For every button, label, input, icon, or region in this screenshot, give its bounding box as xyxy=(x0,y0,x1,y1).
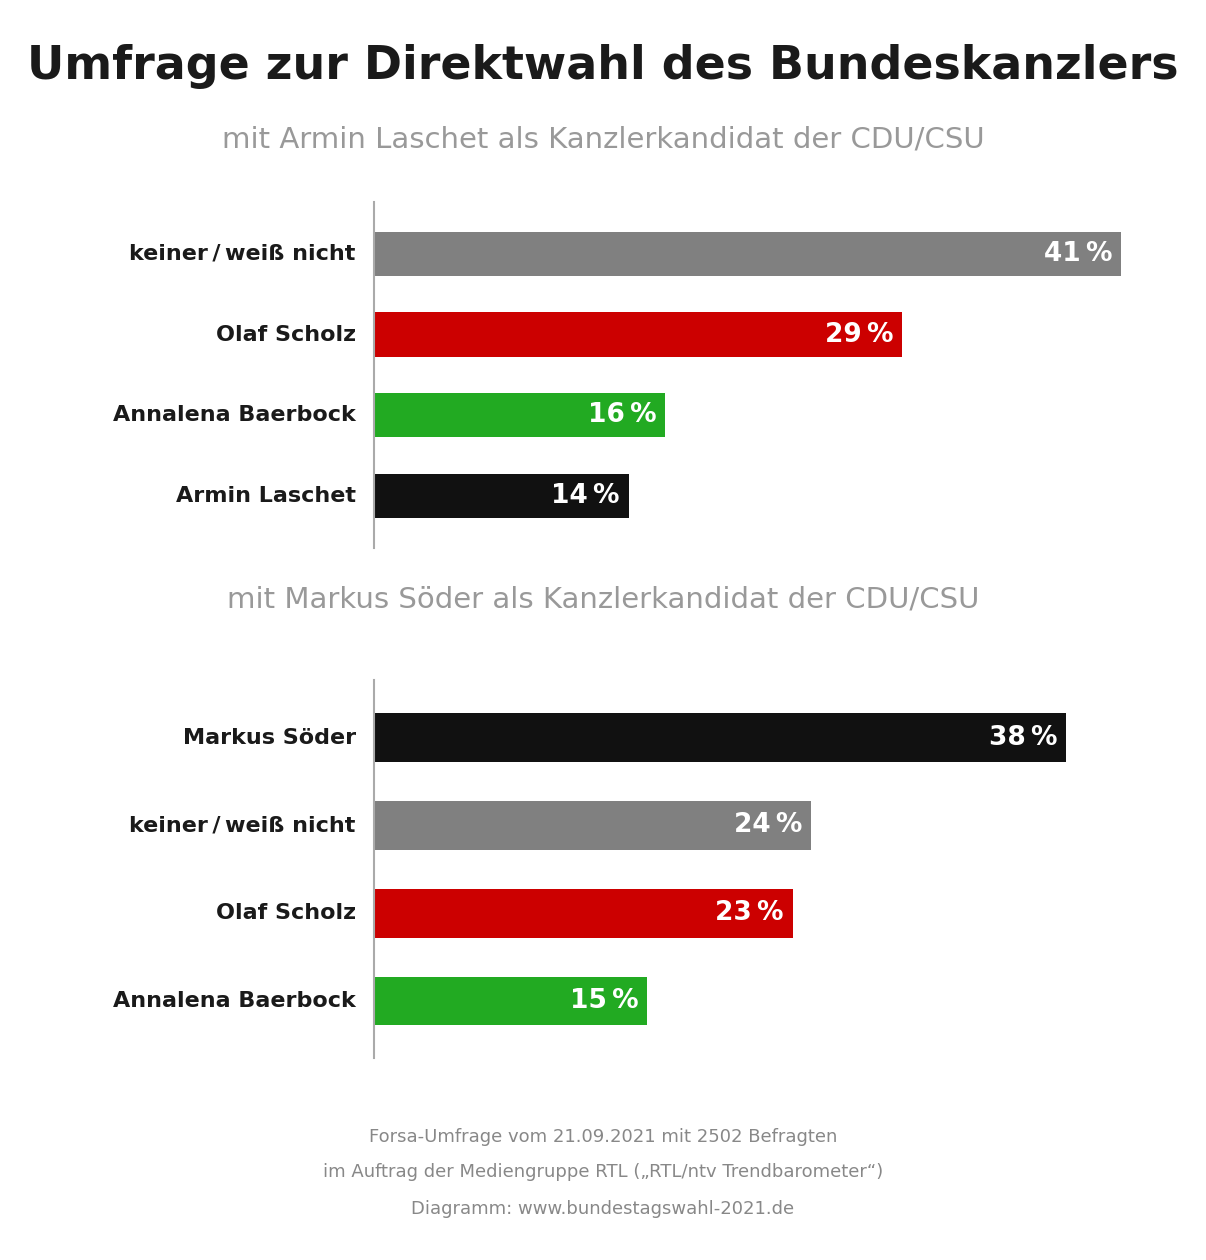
Text: im Auftrag der Mediengruppe RTL („RTL/ntv Trendbarometer“): im Auftrag der Mediengruppe RTL („RTL/nt… xyxy=(323,1163,883,1181)
Text: 14 %: 14 % xyxy=(551,483,620,509)
Bar xyxy=(374,312,902,357)
Text: 23 %: 23 % xyxy=(715,901,784,926)
Text: Armin Laschet: Armin Laschet xyxy=(176,485,356,505)
Text: Annalena Baerbock: Annalena Baerbock xyxy=(113,992,356,1012)
Text: Annalena Baerbock: Annalena Baerbock xyxy=(113,406,356,425)
Text: mit Armin Laschet als Kanzlerkandidat der CDU/CSU: mit Armin Laschet als Kanzlerkandidat de… xyxy=(222,126,984,154)
Bar xyxy=(374,393,666,437)
Bar xyxy=(374,890,794,937)
Text: Forsa-Umfrage vom 21.09.2021 mit 2502 Befragten: Forsa-Umfrage vom 21.09.2021 mit 2502 Be… xyxy=(369,1128,837,1145)
Bar xyxy=(374,976,648,1026)
Text: 15 %: 15 % xyxy=(569,988,638,1014)
Text: 16 %: 16 % xyxy=(587,402,656,428)
Text: Markus Söder: Markus Söder xyxy=(182,727,356,747)
Bar xyxy=(374,801,812,849)
Text: 41 %: 41 % xyxy=(1043,241,1112,267)
Text: keiner / weiß nicht: keiner / weiß nicht xyxy=(129,244,356,265)
Text: keiner / weiß nicht: keiner / weiß nicht xyxy=(129,815,356,835)
Text: Diagramm: www.bundestagswahl-2021.de: Diagramm: www.bundestagswahl-2021.de xyxy=(411,1200,795,1217)
Text: Umfrage zur Direktwahl des Bundeskanzlers: Umfrage zur Direktwahl des Bundeskanzler… xyxy=(28,44,1178,89)
Text: 29 %: 29 % xyxy=(825,321,894,348)
Text: Olaf Scholz: Olaf Scholz xyxy=(216,325,356,344)
Text: mit Markus Söder als Kanzlerkandidat der CDU/CSU: mit Markus Söder als Kanzlerkandidat der… xyxy=(227,586,979,614)
Text: Olaf Scholz: Olaf Scholz xyxy=(216,903,356,924)
Bar xyxy=(374,713,1066,762)
Text: 24 %: 24 % xyxy=(733,813,802,838)
Text: 38 %: 38 % xyxy=(989,724,1058,751)
Bar xyxy=(374,474,630,518)
Bar xyxy=(374,232,1122,276)
